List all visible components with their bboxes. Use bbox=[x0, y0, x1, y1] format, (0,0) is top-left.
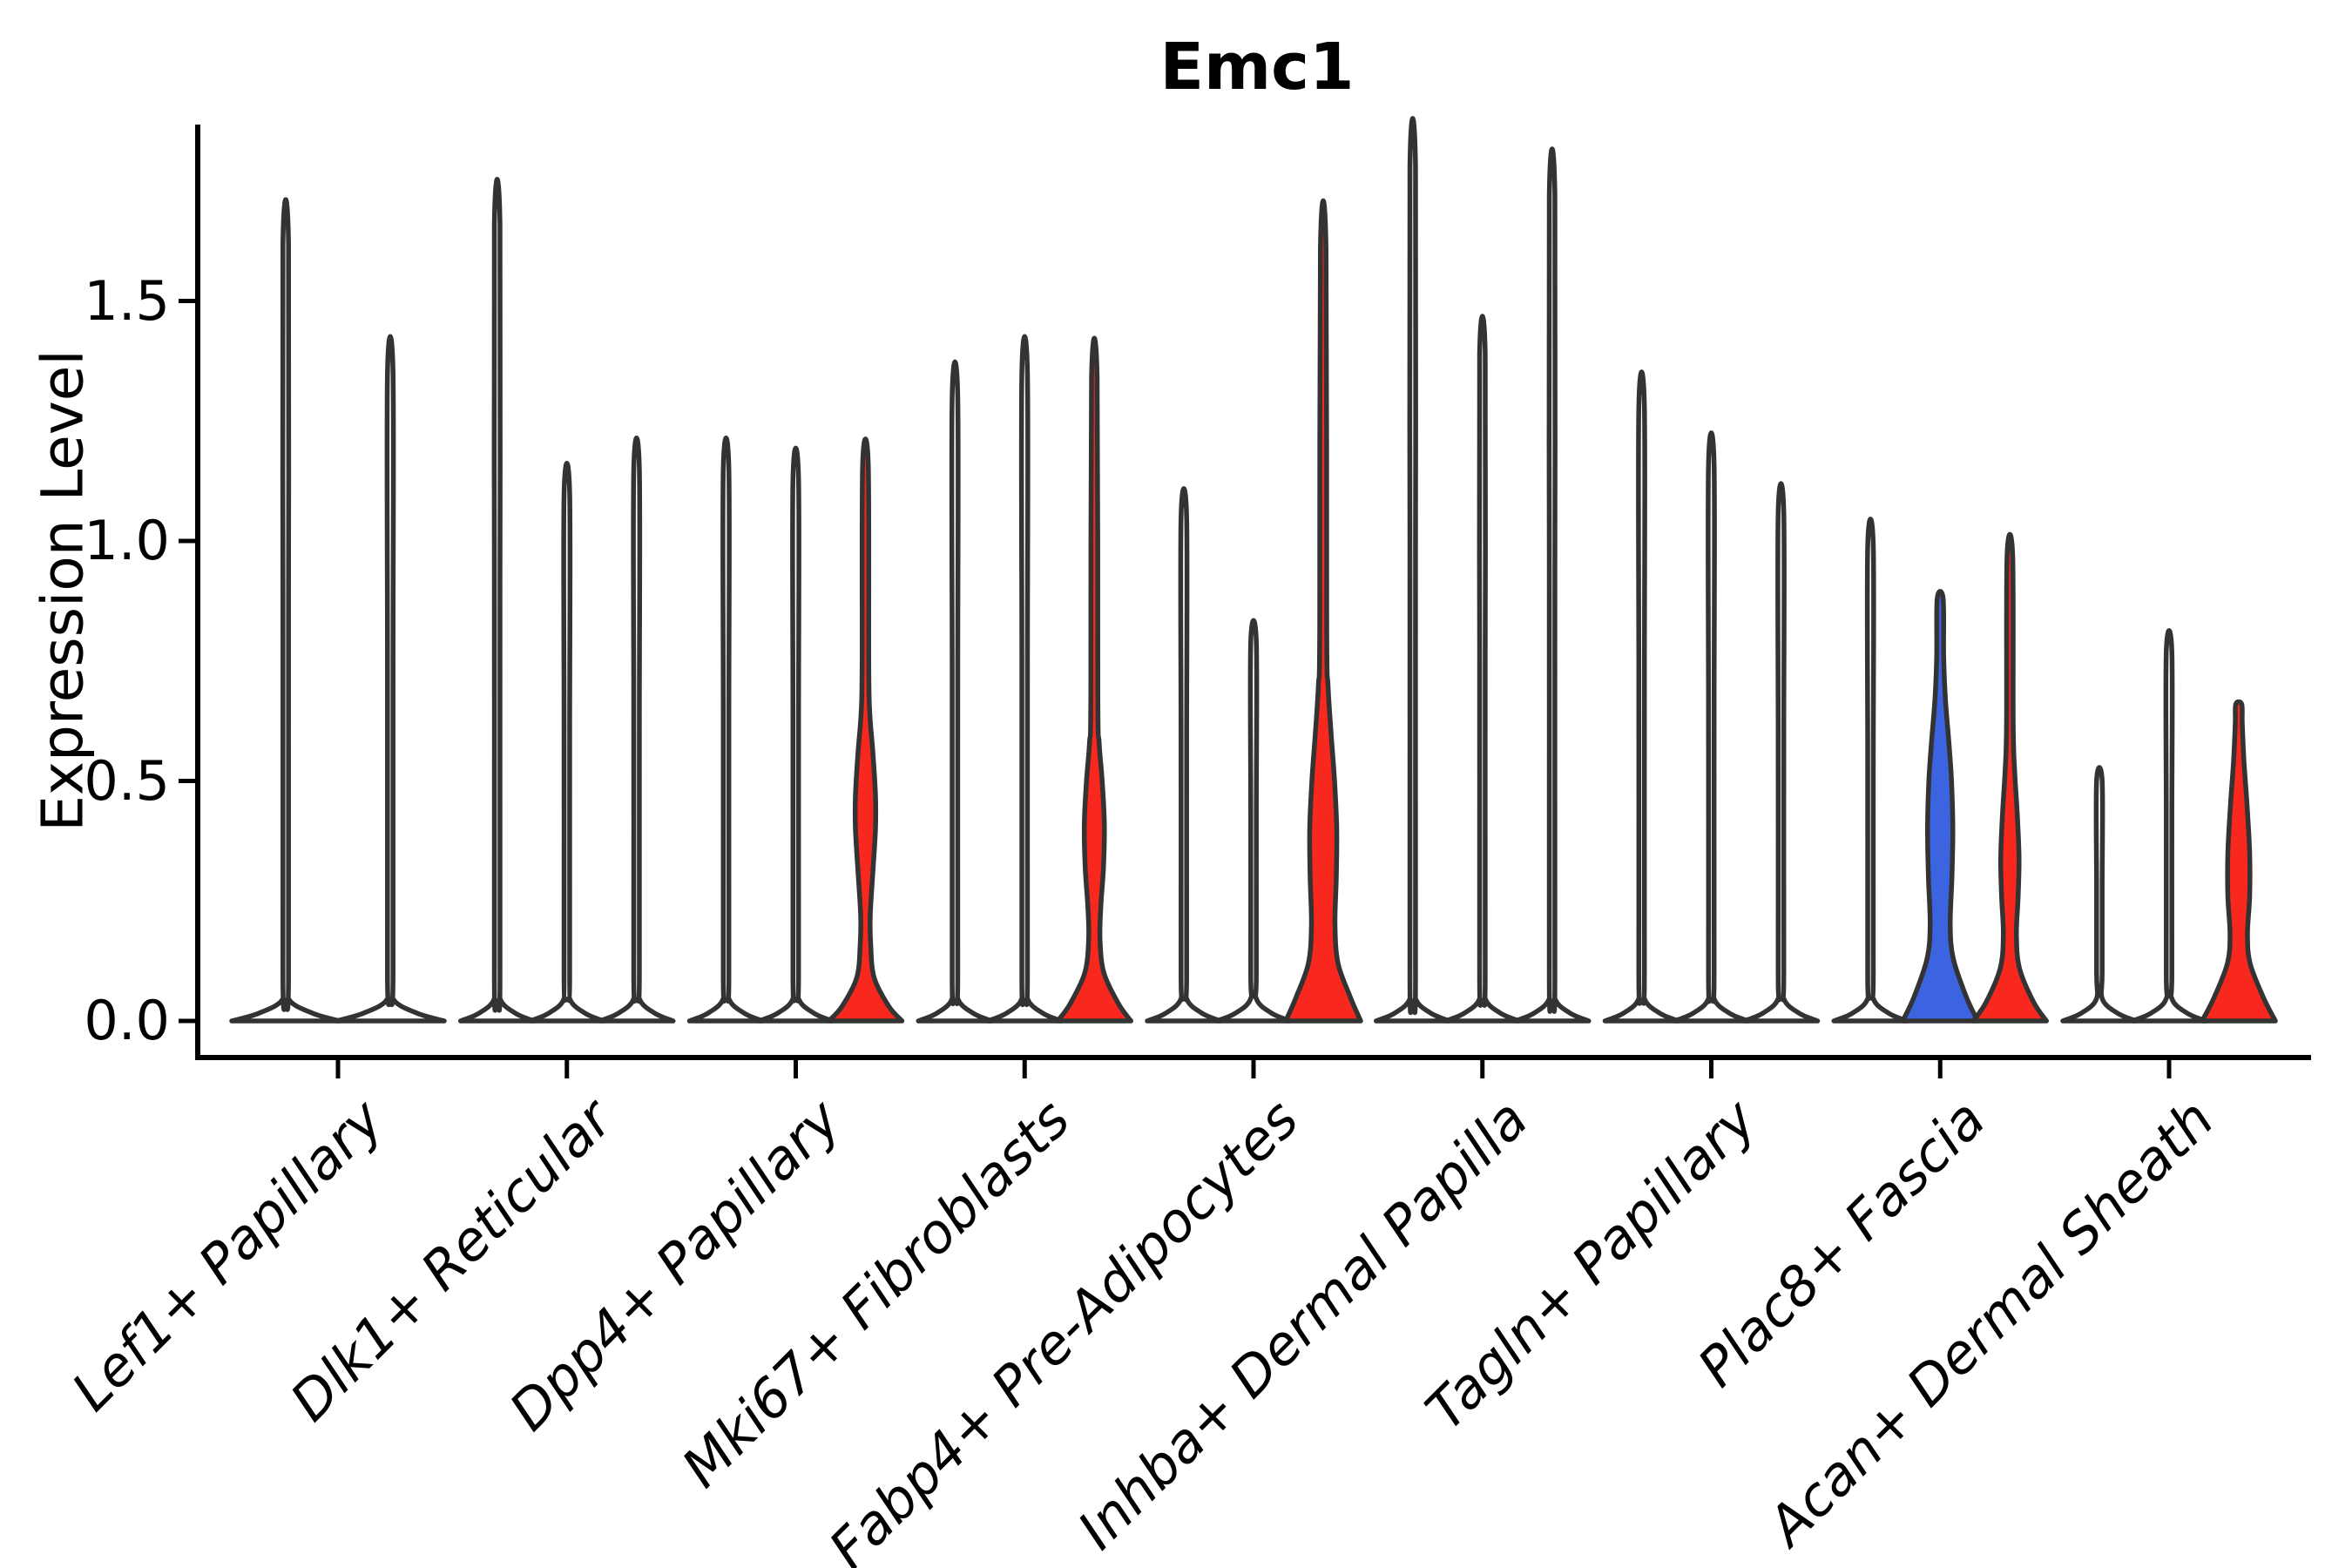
violin-4-1 bbox=[916, 359, 994, 1024]
violin-5-3 bbox=[1283, 199, 1363, 1024]
violin-3-1 bbox=[686, 435, 766, 1024]
violin-6-2 bbox=[1443, 314, 1522, 1024]
violin-4-2 bbox=[985, 334, 1064, 1024]
chart-title: Emc1 bbox=[1159, 30, 1355, 105]
y-tick-label: 0.0 bbox=[84, 989, 170, 1052]
violin-6-1 bbox=[1374, 116, 1452, 1024]
violin-5-2 bbox=[1214, 618, 1293, 1024]
violin-3-2 bbox=[756, 445, 835, 1024]
violin-8-1 bbox=[1831, 517, 1909, 1024]
violin-1-2 bbox=[334, 334, 447, 1024]
violin-3-3 bbox=[826, 436, 905, 1024]
y-tick-label: 0.5 bbox=[84, 748, 170, 813]
violin-2-3 bbox=[598, 435, 676, 1024]
violin-7-1 bbox=[1602, 369, 1681, 1024]
y-tick-label: 1.5 bbox=[84, 268, 170, 333]
violin-8-3 bbox=[1970, 531, 2049, 1024]
violin-2-2 bbox=[528, 461, 606, 1024]
violin-2-1 bbox=[458, 177, 537, 1024]
violin-6-3 bbox=[1513, 146, 1592, 1024]
y-tick-label: 1.0 bbox=[84, 509, 170, 572]
violin-1-1 bbox=[229, 197, 342, 1024]
violin-4-3 bbox=[1055, 335, 1133, 1024]
violin-9-1 bbox=[2060, 765, 2139, 1024]
violin-5-1 bbox=[1145, 486, 1223, 1024]
violin-8-2 bbox=[1900, 589, 1980, 1024]
violin-9-2 bbox=[2130, 628, 2208, 1024]
violin-7-2 bbox=[1672, 430, 1751, 1024]
violin-7-3 bbox=[1741, 481, 1821, 1024]
violin-9-3 bbox=[2200, 699, 2278, 1024]
